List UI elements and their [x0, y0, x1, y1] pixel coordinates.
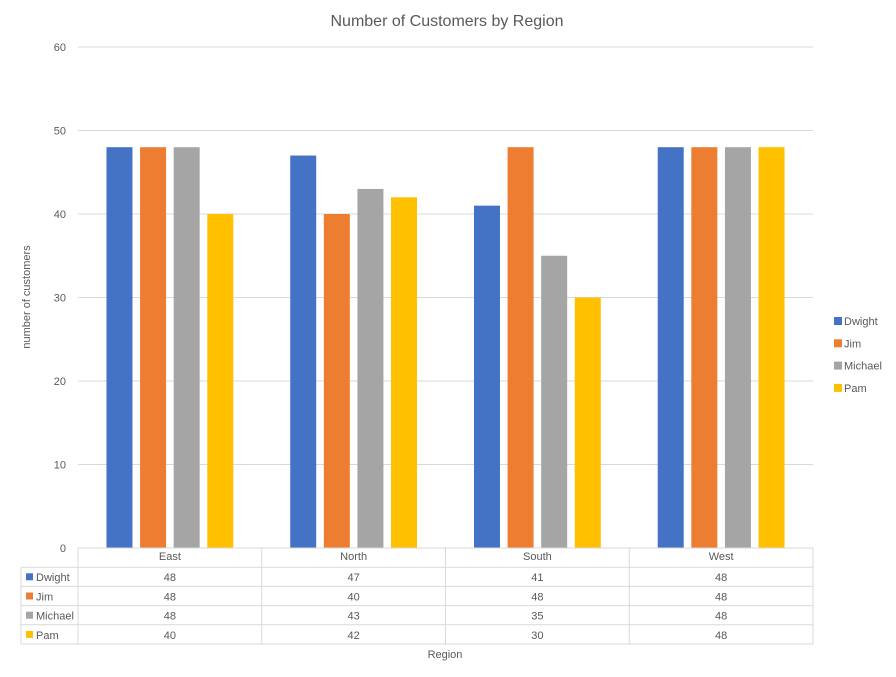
legend-label: Pam [844, 383, 867, 395]
bar-michael-north [357, 188, 384, 548]
table-value: 48 [715, 591, 727, 603]
y-axis-label: number of customers [21, 245, 33, 349]
table-legend-key [26, 611, 33, 619]
table-value: 30 [531, 630, 543, 642]
legend-key-michael [834, 361, 842, 370]
table-value: 42 [348, 630, 360, 642]
y-tick-label: 0 [60, 543, 66, 555]
gridlines [78, 46, 813, 465]
table-value: 48 [715, 630, 727, 642]
legend-key-pam [834, 383, 842, 392]
legend-key-dwight [834, 317, 842, 325]
y-axis-ticks: 0 10 20 30 40 50 60 [54, 42, 66, 555]
category-label: South [523, 551, 552, 563]
legend: Dwight Jim Michael Pam [834, 316, 882, 395]
bar-pam-north [391, 197, 418, 549]
bar-michael-south [541, 255, 568, 548]
bar-jim-east [140, 147, 167, 548]
bar-dwight-west [657, 147, 684, 548]
table-value: 40 [348, 591, 360, 603]
table-value: 48 [531, 591, 543, 603]
bar-jim-west [691, 147, 718, 548]
bars [106, 147, 785, 549]
category-label: West [709, 551, 734, 563]
table-series-label: Jim [36, 591, 53, 603]
table-value: 40 [164, 630, 176, 642]
y-tick-label: 40 [54, 209, 66, 221]
y-tick-label: 60 [54, 42, 66, 54]
table-value: 41 [531, 572, 543, 584]
table-series-label: Pam [36, 630, 59, 642]
y-tick-label: 30 [54, 293, 66, 305]
x-axis-label: Region [428, 649, 463, 661]
table-value: 48 [164, 591, 176, 603]
bar-michael-east [173, 147, 200, 548]
bar-dwight-east [106, 147, 133, 548]
bar-jim-north [323, 214, 350, 548]
table-legend-key [26, 573, 33, 581]
category-label: North [340, 551, 367, 563]
table-value: 48 [715, 611, 727, 623]
bar-michael-west [724, 147, 751, 548]
chart-title: Number of Customers by Region [331, 13, 564, 30]
table-series-label: Dwight [36, 572, 70, 584]
bar-pam-south [574, 297, 601, 548]
bar-dwight-north [290, 155, 317, 549]
legend-label: Dwight [844, 316, 878, 328]
table-value: 35 [531, 611, 543, 623]
y-tick-label: 50 [54, 126, 66, 138]
legend-label: Jim [844, 338, 861, 350]
legend-label: Michael [844, 361, 882, 373]
bar-jim-south [507, 147, 534, 548]
bar-pam-west [758, 147, 785, 548]
table-value: 48 [164, 572, 176, 584]
y-tick-label: 20 [54, 376, 66, 388]
category-label: East [159, 551, 181, 563]
y-tick-label: 10 [54, 460, 66, 472]
data-table: East North South West Dwight 48 47 41 48 Jim 48 40 4… [20, 547, 814, 645]
table-series-label: Michael [36, 611, 74, 623]
legend-key-jim [834, 339, 842, 348]
bar-pam-east [207, 214, 234, 548]
table-value: 48 [715, 572, 727, 584]
table-legend-key [26, 592, 33, 600]
table-value: 43 [348, 611, 360, 623]
bar-dwight-south [473, 205, 500, 548]
table-value: 48 [164, 611, 176, 623]
table-value: 47 [348, 572, 360, 584]
table-legend-key [26, 630, 33, 638]
